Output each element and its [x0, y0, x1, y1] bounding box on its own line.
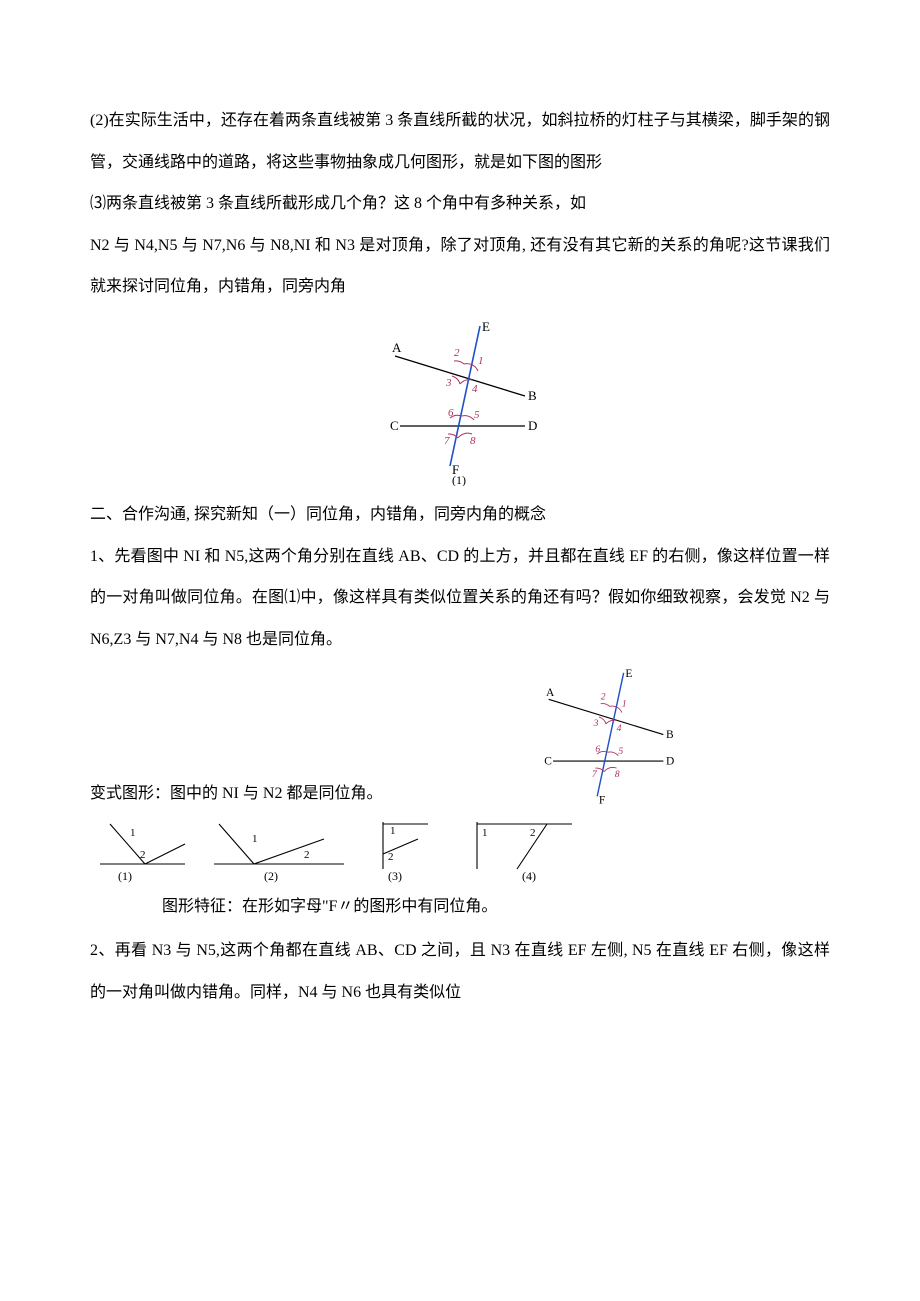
angle-3: 3 — [445, 377, 452, 389]
angle-5: 5 — [474, 409, 480, 421]
variant-caption: 变式图形：图中的 NI 与 N2 都是同位角。 — [90, 773, 382, 815]
svg-text:6: 6 — [596, 745, 601, 756]
paragraph-1: (2)在实际生活中，还存在着两条直线被第 3 条直线所截的状况，如斜拉桥的灯柱子… — [90, 100, 830, 183]
label-C: C — [390, 418, 399, 433]
figure-main-1: A B C D E F 1 2 3 4 5 6 7 8 (1) — [90, 316, 830, 486]
svg-text:2: 2 — [530, 827, 536, 839]
angle-7: 7 — [444, 435, 450, 447]
label-A: A — [392, 340, 402, 355]
svg-text:A: A — [546, 687, 555, 699]
svg-text:1: 1 — [252, 833, 258, 845]
svg-text:7: 7 — [592, 769, 598, 780]
svg-text:4: 4 — [617, 723, 622, 734]
figure-caption-1: (1) — [452, 473, 466, 486]
svg-text:B: B — [666, 729, 674, 741]
svg-text:1: 1 — [622, 699, 627, 710]
paragraph-5: 2、再看 N3 与 N5,这两个角都在直线 AB、CD 之间，且 N3 在直线 … — [90, 930, 830, 1013]
figure-main-2-row: 变式图形：图中的 NI 与 N2 都是同位角。 A B C D E F — [90, 664, 830, 814]
variant-figures-row: 1 2 (1) 1 2 (2) 1 2 (3) 1 2 (4) — [90, 814, 830, 884]
svg-text:(4): (4) — [522, 869, 536, 883]
feature-line: 图形特征：在形如字母"F〃的图形中有同位角。 — [90, 886, 830, 928]
paragraph-4: 1、先看图中 NI 和 N5,这两个角分别在直线 AB、CD 的上方，并且都在直… — [90, 536, 830, 661]
svg-text:5: 5 — [619, 746, 624, 757]
svg-text:(2): (2) — [264, 869, 278, 883]
svg-text:C: C — [544, 756, 552, 768]
svg-text:1: 1 — [130, 827, 136, 839]
angle-6: 6 — [448, 407, 454, 419]
transversal-diagram-1: A B C D E F 1 2 3 4 5 6 7 8 (1) — [360, 316, 560, 486]
svg-text:E: E — [626, 669, 633, 681]
section-heading: 二、合作沟通, 探究新知（一）同位角，内错角，同旁内角的概念 — [90, 494, 830, 536]
paragraph-2: ⑶两条直线被第 3 条直线所截形成几个角？这 8 个角中有多种关系，如 — [90, 183, 830, 225]
angle-2: 2 — [454, 347, 460, 359]
svg-text:(3): (3) — [388, 869, 402, 883]
angle-1: 1 — [478, 355, 484, 367]
svg-text:D: D — [666, 756, 674, 768]
svg-text:F: F — [599, 795, 605, 807]
angle-8: 8 — [470, 435, 476, 447]
label-B: B — [528, 388, 537, 403]
svg-text:1: 1 — [390, 825, 396, 837]
variant-fig-2: 1 2 (2) — [204, 814, 354, 884]
svg-text:2: 2 — [304, 849, 310, 861]
variant-fig-3: 1 2 (3) — [358, 814, 448, 884]
angle-4: 4 — [472, 383, 478, 395]
variant-fig-1: 1 2 (1) — [90, 814, 200, 884]
label-E: E — [482, 319, 490, 334]
label-D: D — [528, 418, 537, 433]
transversal-diagram-2: A B C D E F 1 2 3 4 5 6 7 8 — [506, 664, 706, 814]
svg-text:2: 2 — [140, 849, 146, 861]
svg-text:8: 8 — [615, 769, 620, 780]
document-page: (2)在实际生活中，还存在着两条直线被第 3 条直线所截的状况，如斜拉桥的灯柱子… — [0, 0, 920, 1073]
svg-text:3: 3 — [593, 718, 599, 729]
paragraph-3: N2 与 N4,N5 与 N7,N6 与 N8,NI 和 N3 是对顶角，除了对… — [90, 225, 830, 308]
svg-text:1: 1 — [482, 827, 488, 839]
svg-text:(1): (1) — [118, 869, 132, 883]
variant-fig-4: 1 2 (4) — [452, 814, 592, 884]
svg-text:2: 2 — [388, 851, 394, 863]
svg-text:2: 2 — [601, 692, 606, 703]
